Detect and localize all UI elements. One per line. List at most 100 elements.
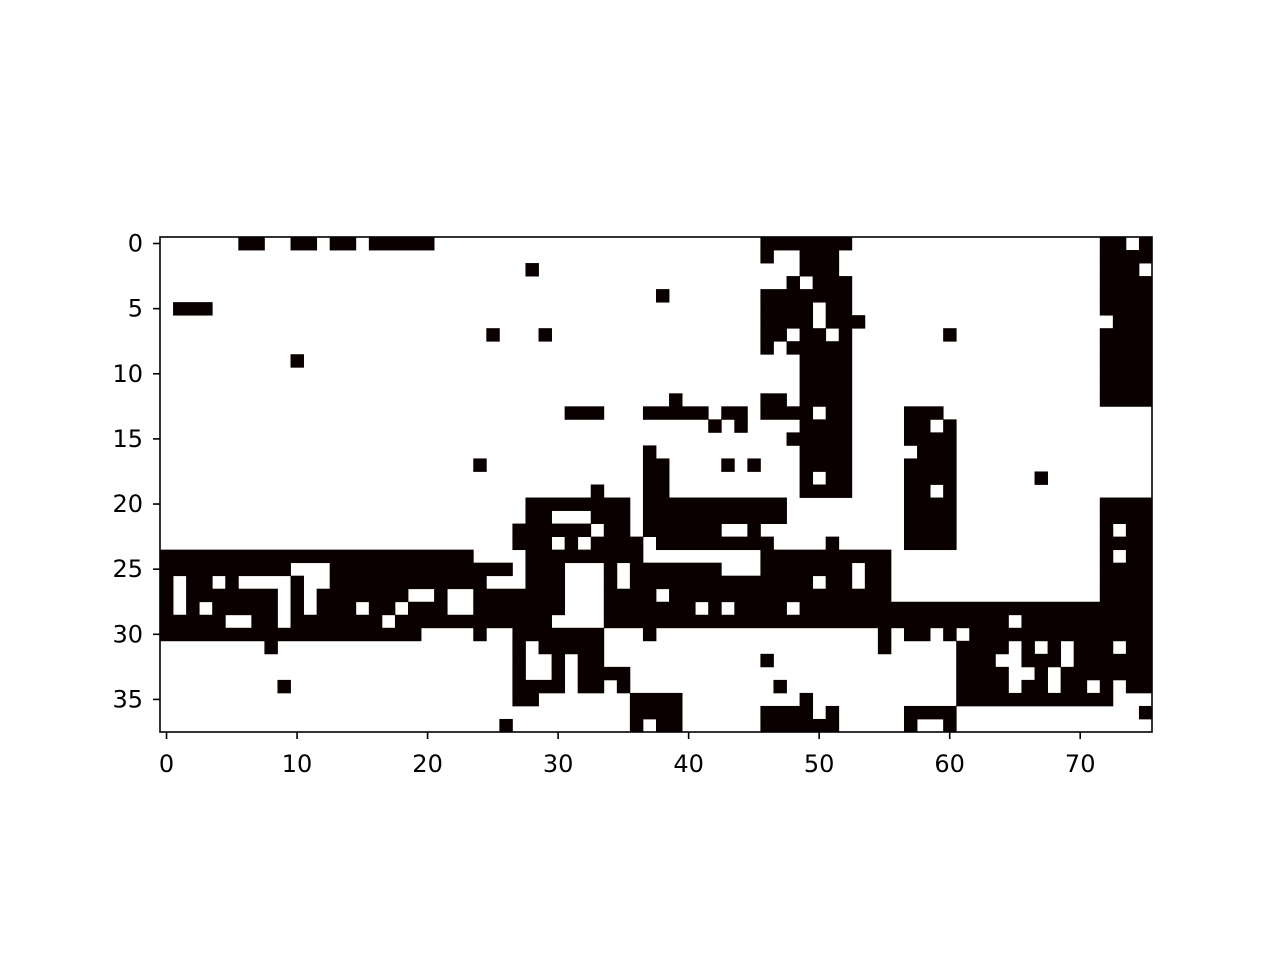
heatmap-cell-run — [799, 328, 827, 342]
heatmap-cell-run — [434, 588, 448, 603]
heatmap-cell-run — [473, 458, 487, 472]
heatmap-cell-run — [160, 562, 291, 577]
heatmap-cell-run — [603, 562, 618, 577]
heatmap-cell-run — [760, 237, 853, 251]
heatmap-cell-run — [525, 575, 566, 590]
heatmap-cell-run — [1099, 250, 1153, 264]
heatmap-cell-run — [799, 380, 853, 394]
heatmap-cell-run — [329, 237, 357, 251]
heatmap-cell-run — [473, 588, 566, 603]
heatmap-cell-run — [512, 523, 592, 538]
heatmap-cell-run — [525, 497, 631, 511]
heatmap-cell-run — [603, 575, 618, 590]
heatmap-cell-run — [1112, 315, 1153, 329]
y-tick-label: 25 — [112, 555, 143, 583]
heatmap-cell-run — [368, 601, 396, 616]
heatmap-cell-run — [1099, 354, 1153, 368]
heatmap-cell-run — [747, 458, 761, 472]
heatmap-cell-run — [969, 627, 1153, 642]
heatmap-cell-run — [577, 666, 631, 681]
heatmap-cell-run — [1060, 666, 1153, 681]
heatmap-cell-run — [799, 419, 853, 433]
heatmap-cell-run — [525, 549, 644, 564]
heatmap-cell-run — [551, 653, 566, 668]
heatmap-cell-run — [956, 640, 1009, 655]
heatmap-cell-run — [1099, 367, 1153, 381]
heatmap-cell-run — [1099, 263, 1140, 277]
heatmap-cell-run — [904, 406, 944, 420]
heatmap-cell-run — [669, 393, 683, 407]
heatmap-cell-run — [760, 705, 814, 720]
heatmap-cell-run — [904, 718, 918, 733]
heatmap-cell-run — [290, 575, 304, 590]
heatmap-cell-run — [799, 692, 814, 707]
heatmap-cell-run — [225, 575, 239, 590]
heatmap-cell-run — [512, 666, 526, 681]
heatmap-cell-run — [708, 419, 722, 433]
x-axis-ticks: 0 10 20 30 40 50 60 70 — [159, 732, 1095, 778]
heatmap-cell-run — [642, 627, 657, 642]
heatmap-cell-run — [825, 705, 840, 720]
heatmap-cell-run — [904, 419, 931, 433]
heatmap-cell-run — [160, 588, 174, 603]
heatmap-cell-run — [943, 328, 957, 342]
heatmap-cell-run — [760, 328, 787, 342]
heatmap-cell-run — [760, 562, 853, 577]
heatmap-cell-run — [642, 497, 787, 511]
heatmap-cell-run — [721, 406, 748, 420]
heatmap-cell-run — [773, 679, 787, 694]
heatmap-cell-run — [669, 588, 892, 603]
heatmap-cell-run — [956, 679, 1009, 694]
heatmap-cell-run — [394, 614, 552, 629]
heatmap-cell-run — [642, 523, 722, 538]
heatmap-cell-run — [904, 458, 957, 472]
heatmap-cell-run — [943, 484, 957, 498]
heatmap-cell-run — [590, 510, 631, 524]
heatmap-cell-run — [1099, 393, 1153, 407]
heatmap-cell-run — [1034, 471, 1048, 485]
heatmap-cell-run — [329, 575, 487, 590]
heatmap-cell-run — [1021, 640, 1035, 655]
heatmap-cell-run — [1021, 653, 1062, 668]
heatmap-cell-run — [1099, 588, 1153, 603]
heatmap-cell-run — [160, 601, 174, 616]
heatmap-cell-run — [486, 328, 500, 342]
heatmap-cell-run — [799, 601, 1153, 616]
heatmap-cell-run — [904, 432, 957, 446]
heatmap-cell-run — [943, 627, 957, 642]
heatmap-cell-run — [512, 692, 539, 707]
heatmap-cell-run — [186, 588, 278, 603]
heatmap-cell-run — [734, 601, 787, 616]
heatmap-cell-run — [525, 510, 552, 524]
heatmap-cell-run — [1099, 302, 1153, 316]
x-tick-label: 0 — [159, 750, 174, 778]
heatmap-cell-run — [904, 484, 931, 498]
heatmap-cell-run — [1099, 679, 1114, 694]
heatmap-cell-run — [904, 523, 957, 538]
heatmap-cell-run — [864, 562, 892, 577]
heatmap-cell-run — [760, 718, 840, 733]
heatmap-cell-run — [760, 289, 853, 303]
heatmap-cell-run — [160, 549, 474, 564]
heatmap-cell-run — [656, 718, 683, 733]
heatmap-cell-run — [825, 315, 866, 329]
x-tick-label: 10 — [282, 750, 313, 778]
heatmap-cell-run — [642, 471, 670, 485]
heatmap-cell-run — [629, 718, 644, 733]
heatmap-cell-run — [799, 445, 853, 459]
heatmap-cell-run — [904, 471, 957, 485]
heatmap-cell-run — [629, 705, 683, 720]
heatmap-cell-run — [368, 237, 435, 251]
heatmap-cell-run — [1125, 679, 1153, 694]
heatmap-cell-run — [160, 627, 422, 642]
heatmap-cell-run — [512, 536, 552, 551]
heatmap-cell-run — [603, 614, 1009, 629]
heatmap-cell-run — [656, 289, 670, 303]
heatmap-cell-run — [290, 237, 318, 251]
heatmap-cell-run — [760, 406, 814, 420]
heatmap-cell-run — [329, 562, 513, 577]
heatmap-cell-run — [538, 328, 552, 342]
heatmap-cell-run — [538, 640, 605, 655]
heatmap-cell-run — [799, 458, 853, 472]
heatmap-cell-run — [1021, 614, 1153, 629]
